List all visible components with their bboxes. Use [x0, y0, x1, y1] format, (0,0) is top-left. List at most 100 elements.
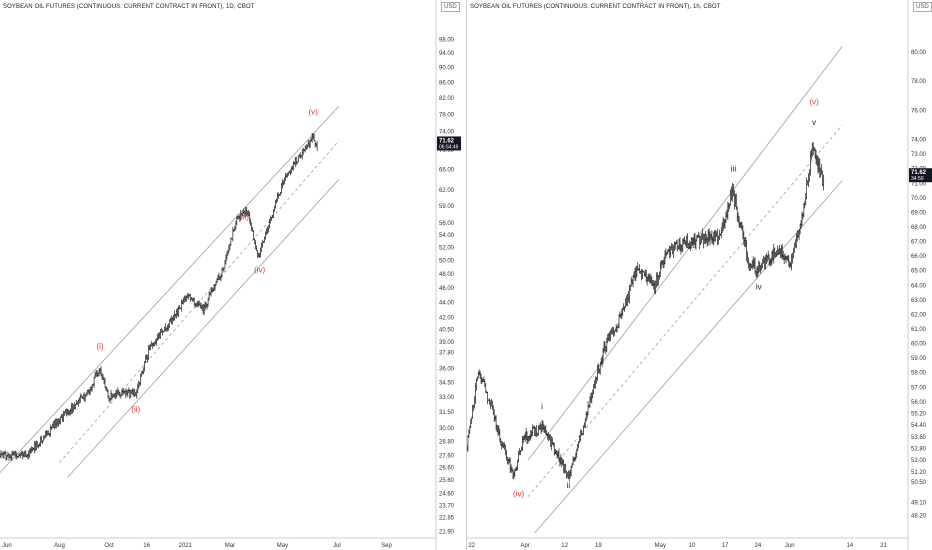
channel-line[interactable]: [527, 45, 843, 461]
y-tick-label: 94.00: [439, 51, 455, 57]
x-tick-label: 10: [689, 543, 696, 549]
y-tick-label: 82.00: [439, 96, 455, 102]
y-tick-label: 21.90: [439, 529, 455, 535]
channel-line[interactable]: [0, 105, 340, 473]
y-tick-label: 55.20: [911, 412, 927, 418]
daily-chart-canvas[interactable]: 21.90 22.85 23.70 24.60 25.60 26.60 27.60 28.80…: [0, 0, 466, 550]
y-tick-label: 30.00: [439, 426, 455, 432]
y-tick-label: 56.00: [439, 221, 455, 227]
y-tick-label: 70.00: [911, 196, 927, 202]
channel-line[interactable]: [67, 179, 340, 478]
x-tick-label: 17: [722, 543, 729, 549]
y-tick-label: 62.00: [911, 312, 927, 318]
y-tick-label: 27.60: [439, 454, 455, 460]
y-tick-label: 62.00: [439, 188, 455, 194]
last-price-value: 71.62: [439, 138, 455, 144]
y-tick-label: 54.40: [911, 423, 927, 429]
wave-label[interactable]: iii: [731, 165, 737, 174]
x-tick-label: 24: [755, 543, 762, 549]
bar-countdown: 06:54:49: [439, 144, 459, 150]
y-tick-label: 42.00: [439, 316, 455, 322]
y-tick-label: 74.00: [439, 130, 455, 136]
y-tick-label: 71.00: [911, 181, 927, 187]
y-tick-label: 63.00: [911, 298, 927, 304]
x-tick-label: Jun: [785, 543, 795, 549]
wave-label[interactable]: (iii): [238, 213, 249, 222]
y-tick-label: 26.60: [439, 466, 455, 472]
y-tick-label: 90.00: [439, 65, 455, 71]
y-tick-label: 76.00: [911, 108, 927, 114]
daily-chart-title: SOYBEAN OIL FUTURES (CONTINUOUS: CURRENT…: [3, 4, 255, 10]
y-tick-label: 25.60: [439, 478, 455, 484]
y-tick-label: 66.00: [911, 254, 927, 260]
x-tick-label: May: [655, 543, 666, 549]
x-tick-label: 19: [595, 543, 602, 549]
x-tick-label: Oct: [104, 543, 114, 549]
last-price-tag: [909, 168, 932, 183]
y-tick-label: 60.00: [911, 342, 927, 348]
y-tick-label: 33.00: [439, 395, 455, 401]
x-tick-label: 2021: [179, 543, 193, 549]
y-tick-label: 57.00: [911, 385, 927, 391]
y-tick-label: 22.85: [439, 516, 455, 522]
y-tick-label: 36.00: [439, 366, 455, 372]
y-tick-label: 69.00: [911, 210, 927, 216]
y-tick-label: 98.00: [439, 38, 455, 44]
x-tick-label: 22: [468, 543, 475, 549]
chart-pane-hourly[interactable]: 48.20 49.10 50.50 51.20 52.00 52.80 53.60 54.40…: [466, 0, 932, 550]
y-tick-label: 50.50: [911, 480, 927, 486]
bar-countdown: 34:50: [911, 176, 924, 182]
y-tick-label: 48.20: [911, 514, 927, 520]
wave-label[interactable]: iv: [756, 283, 762, 292]
chart-pane-daily[interactable]: 21.90 22.85 23.70 24.60 25.60 26.60 27.60 28.80…: [0, 0, 466, 550]
x-tick-label: Sep: [381, 543, 392, 549]
hourly-chart-canvas[interactable]: 48.20 49.10 50.50 51.20 52.00 52.80 53.60 54.40…: [467, 0, 932, 550]
channel-midline[interactable]: [527, 124, 843, 497]
y-tick-label: 73.00: [911, 152, 927, 158]
y-tick-label: 52.00: [911, 458, 927, 464]
hourly-currency-badge[interactable]: USD: [913, 2, 932, 12]
y-tick-label: 34.50: [439, 380, 455, 386]
daily-currency-badge[interactable]: USD: [441, 2, 460, 12]
y-tick-label: 68.00: [911, 225, 927, 231]
x-tick-label: Mar: [225, 543, 235, 549]
channel-midline[interactable]: [59, 140, 340, 464]
y-tick-label: 56.00: [911, 400, 927, 406]
y-tick-label: 52.00: [439, 246, 455, 252]
y-tick-label: 44.00: [439, 300, 455, 306]
y-tick-label: 86.00: [439, 80, 455, 86]
y-tick-label: 59.00: [439, 204, 455, 210]
wave-label[interactable]: (i): [97, 342, 104, 351]
y-tick-label: 61.00: [911, 327, 927, 333]
x-tick-label: Aug: [54, 543, 65, 549]
x-tick-label: 14: [846, 543, 853, 549]
y-tick-label: 66.00: [439, 167, 455, 173]
wave-label[interactable]: (iv): [254, 265, 265, 274]
y-tick-label: 54.00: [439, 233, 455, 239]
x-tick-label: Jun: [2, 543, 12, 549]
y-tick-label: 80.00: [911, 50, 927, 56]
y-tick-label: 67.00: [911, 240, 927, 246]
wave-label[interactable]: v: [812, 118, 816, 127]
wave-label[interactable]: ii: [567, 481, 571, 490]
y-tick-label: 37.80: [439, 350, 455, 356]
y-tick-label: 64.00: [911, 283, 927, 289]
y-tick-label: 74.00: [911, 138, 927, 144]
wave-label[interactable]: (v): [308, 107, 318, 116]
wave-label[interactable]: (iv): [513, 490, 524, 499]
wave-label[interactable]: (v): [810, 98, 820, 107]
y-tick-label: 52.80: [911, 447, 927, 453]
y-tick-label: 59.00: [911, 356, 927, 362]
wave-label[interactable]: i: [541, 402, 543, 411]
wave-label[interactable]: (ii): [131, 405, 140, 414]
y-tick-label: 31.50: [439, 410, 455, 416]
y-tick-label: 51.20: [911, 470, 927, 476]
y-tick-label: 49.10: [911, 500, 927, 506]
x-tick-label: May: [277, 543, 288, 549]
y-tick-label: 23.70: [439, 504, 455, 510]
hourly-chart-title: SOYBEAN OIL FUTURES (CONTINUOUS: CURRENT…: [470, 4, 721, 10]
y-tick-label: 70.00: [439, 148, 455, 154]
y-tick-label: 48.00: [439, 272, 455, 278]
y-tick-label: 28.80: [439, 440, 455, 446]
channel-line[interactable]: [534, 180, 843, 534]
